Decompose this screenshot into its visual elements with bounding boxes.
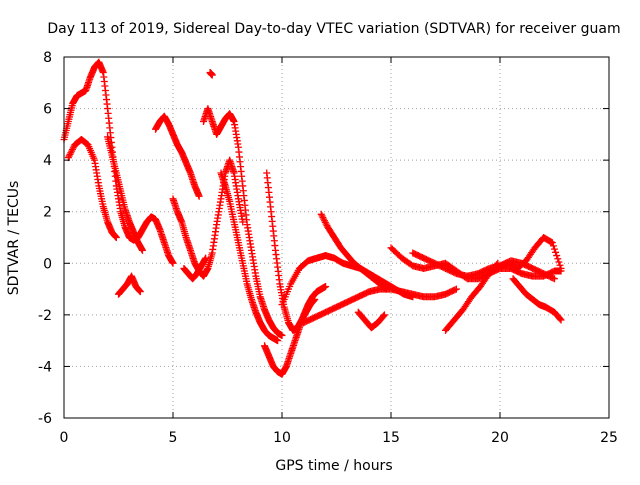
data-point xyxy=(278,331,286,339)
series-sat-l xyxy=(261,282,330,378)
data-point xyxy=(136,288,144,296)
data-point xyxy=(556,261,564,269)
y-tick-label: -2 xyxy=(38,308,52,324)
data-point xyxy=(169,259,177,267)
data-point xyxy=(554,255,562,263)
x-tick-label: 15 xyxy=(382,430,400,446)
x-tick-label: 0 xyxy=(60,430,69,446)
data-point xyxy=(549,242,557,250)
chart-title: Day 113 of 2019, Sidereal Day-to-day VTE… xyxy=(47,21,620,37)
data-point xyxy=(555,258,563,266)
data-point xyxy=(69,144,77,152)
data-point xyxy=(452,285,460,293)
series-sat-t xyxy=(496,234,565,272)
y-axis-label: SDTVAR / TECUs xyxy=(6,181,22,296)
data-point xyxy=(551,275,558,283)
data-point xyxy=(322,282,330,290)
series-sat-e xyxy=(152,112,203,200)
data-point xyxy=(551,245,558,253)
data-point xyxy=(67,149,75,157)
y-tick-label: 4 xyxy=(43,153,52,169)
data-point xyxy=(322,220,330,228)
series-sat-u xyxy=(509,275,565,324)
series-sat-j xyxy=(217,169,282,345)
data-point xyxy=(557,264,565,272)
data-point xyxy=(318,212,326,220)
series-sat-n xyxy=(317,210,391,293)
data-point xyxy=(552,248,560,256)
x-tick-label: 5 xyxy=(169,430,178,446)
series-sat-p xyxy=(354,308,388,332)
plot-frame xyxy=(63,56,610,419)
series-sat-h xyxy=(200,105,286,339)
series-sat-b xyxy=(64,136,120,241)
data-point xyxy=(112,234,120,241)
data-point xyxy=(65,152,73,160)
data-point xyxy=(68,147,76,155)
data-point xyxy=(66,150,74,158)
data-point xyxy=(548,239,556,247)
x-tick-label: 20 xyxy=(491,430,509,446)
data-points-layer xyxy=(60,58,565,378)
data-point xyxy=(321,218,329,226)
x-axis-label: GPS time / hours xyxy=(275,458,392,474)
series-sat-i xyxy=(206,68,216,79)
data-point xyxy=(195,192,203,200)
series-sat-o xyxy=(300,285,460,327)
data-point xyxy=(274,337,282,345)
series-sat-g xyxy=(180,254,210,283)
grid-layer xyxy=(64,57,609,418)
data-point xyxy=(557,316,565,324)
x-tick-label: 25 xyxy=(600,430,618,446)
data-point xyxy=(202,254,210,262)
series-sat-c xyxy=(104,133,146,254)
series-sat-k xyxy=(263,169,319,334)
series-sat-s xyxy=(442,259,502,334)
data-point xyxy=(239,218,247,226)
data-point xyxy=(380,311,388,319)
data-point xyxy=(208,71,216,79)
data-point xyxy=(319,214,327,222)
series-sat-d xyxy=(115,272,144,298)
y-tick-label: -6 xyxy=(38,411,52,427)
data-point xyxy=(317,210,325,218)
y-tick-label: 6 xyxy=(43,102,52,118)
data-point xyxy=(556,315,564,323)
tick-layer: 0 5 10 15 20 25 -6 -4 -2 0 2 4 6 8 xyxy=(38,50,618,446)
series-sat-f xyxy=(169,156,247,280)
y-tick-label: -4 xyxy=(38,359,52,375)
data-point xyxy=(138,246,146,254)
y-tick-label: 2 xyxy=(43,205,52,221)
y-tick-label: 8 xyxy=(43,50,52,66)
data-point xyxy=(320,215,328,223)
data-point xyxy=(380,312,388,320)
data-point xyxy=(553,252,561,260)
x-tick-label: 10 xyxy=(273,430,291,446)
data-point xyxy=(321,217,329,225)
data-point xyxy=(68,146,76,154)
y-tick-label: 0 xyxy=(43,256,52,272)
